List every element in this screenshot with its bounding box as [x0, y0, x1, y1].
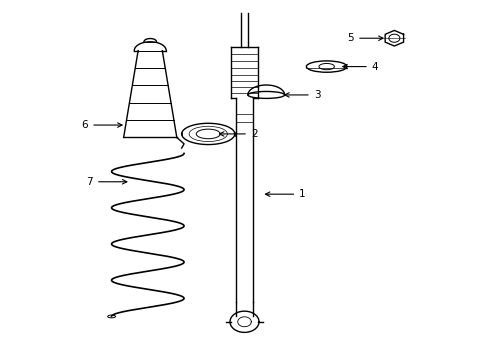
Text: 1: 1 [265, 189, 305, 199]
Text: 5: 5 [347, 33, 382, 43]
Text: 7: 7 [86, 177, 126, 187]
Text: 4: 4 [342, 62, 378, 72]
Text: 2: 2 [219, 129, 257, 139]
Text: 6: 6 [81, 120, 122, 130]
Text: 3: 3 [284, 90, 320, 100]
